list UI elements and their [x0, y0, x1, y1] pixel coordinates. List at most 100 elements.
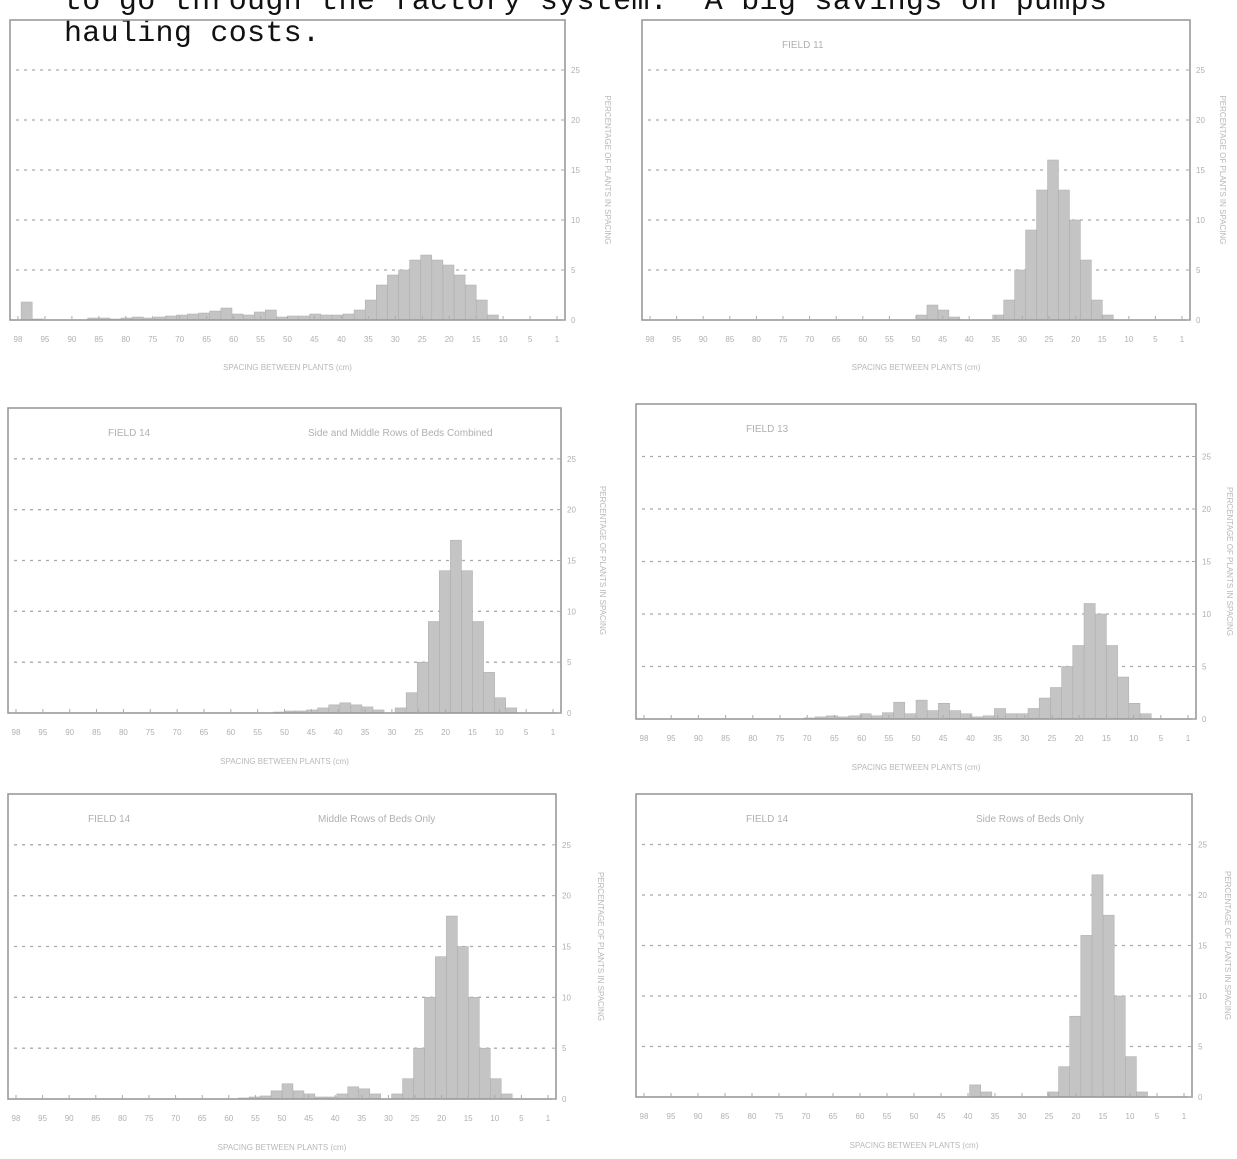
- x-tick-label: 60: [224, 1114, 233, 1123]
- histogram-panel-1: 0 5 10 15 20 25 98 95 90 85 80 75 70 65 60 55 50 45 40 35 30…: [0, 19, 620, 382]
- x-tick-label: 45: [304, 1114, 313, 1123]
- histogram-bar: [309, 313, 322, 321]
- y-tick-label: 15: [1202, 558, 1211, 567]
- x-tick-label: 60: [857, 734, 866, 743]
- y-tick-label: 0: [1198, 1093, 1203, 1102]
- y-axis-label: PERCENTAGE OF PLANTS IN SPACING: [596, 872, 605, 1021]
- histogram-bar: [489, 1078, 502, 1100]
- x-tick-label: 10: [1126, 1112, 1135, 1121]
- histogram-bar: [413, 1047, 425, 1100]
- y-axis-label: PERCENTAGE OF PLANTS IN SPACING: [1218, 95, 1227, 244]
- x-tick-label: 98: [12, 1114, 21, 1123]
- x-tick-label: 85: [91, 1114, 100, 1123]
- x-tick-label: 95: [38, 1114, 47, 1123]
- histogram-bar: [994, 708, 1006, 720]
- x-tick-label: 25: [1045, 335, 1054, 344]
- histogram-bar: [420, 254, 433, 321]
- x-tick-label: 85: [92, 728, 101, 737]
- y-tick-label: 0: [567, 709, 572, 718]
- histogram-bar: [387, 274, 399, 321]
- x-tick-label: 95: [38, 728, 47, 737]
- x-tick-label: 45: [307, 728, 316, 737]
- x-tick-label: 50: [278, 1114, 287, 1123]
- y-tick-label: 20: [567, 506, 576, 515]
- x-tick-label: 70: [805, 335, 814, 344]
- x-axis-label: SPACING BETWEEN PLANTS (cm): [220, 757, 349, 766]
- histogram-bar: [187, 313, 199, 321]
- histogram-panel-2: 0 5 10 15 20 25 98 95 90 85 80 75 70 65 60 55 50 45 40 35 30…: [620, 19, 1237, 382]
- y-tick-label: 0: [562, 1095, 567, 1104]
- x-tick-label: 35: [361, 728, 370, 737]
- x-tick-label: 75: [775, 1112, 784, 1121]
- histogram-bar: [461, 570, 473, 714]
- y-tick-label: 5: [1196, 266, 1201, 275]
- x-tick-label: 30: [391, 335, 400, 344]
- y-tick-label: 0: [1196, 316, 1201, 325]
- y-tick-label: 0: [1202, 715, 1207, 724]
- histogram-bar: [405, 692, 418, 714]
- x-tick-label: 15: [1102, 734, 1111, 743]
- x-axis-label: SPACING BETWEEN PLANTS (cm): [850, 1141, 979, 1150]
- y-tick-label: 5: [562, 1044, 567, 1053]
- x-tick-label: 70: [171, 1114, 180, 1123]
- histogram-bar: [1014, 269, 1026, 321]
- x-tick-label: 90: [699, 335, 708, 344]
- histogram-bar: [483, 672, 495, 714]
- y-tick-label: 15: [567, 557, 576, 566]
- histogram-bar: [926, 304, 939, 321]
- y-tick-label: 25: [567, 455, 576, 464]
- x-tick-label: 20: [445, 335, 454, 344]
- y-tick-label: 20: [562, 892, 571, 901]
- histogram-bar: [969, 1084, 981, 1098]
- x-tick-label: 80: [752, 335, 761, 344]
- histogram-bar: [1091, 874, 1104, 1098]
- y-tick-label: 25: [1196, 66, 1205, 75]
- histogram-bar: [915, 699, 928, 720]
- x-tick-label: 80: [748, 734, 757, 743]
- histogram-bar: [1058, 1066, 1070, 1098]
- x-tick-label: 10: [495, 728, 504, 737]
- text-line-2: hauling costs.: [64, 17, 321, 51]
- x-tick-label: 30: [1018, 335, 1027, 344]
- x-tick-label: 30: [384, 1114, 393, 1123]
- x-tick-label: 5: [528, 335, 533, 344]
- x-tick-label: 75: [145, 1114, 154, 1123]
- x-tick-label: 5: [524, 728, 529, 737]
- histogram-bar: [446, 915, 458, 1100]
- x-tick-label: 95: [667, 1112, 676, 1121]
- x-tick-label: 90: [67, 335, 76, 344]
- histogram-bar: [1058, 189, 1070, 321]
- x-tick-label: 98: [646, 335, 655, 344]
- histogram-bar: [1128, 703, 1141, 720]
- histogram-bar: [409, 259, 421, 321]
- x-tick-label: 65: [199, 728, 208, 737]
- x-tick-label: 15: [468, 728, 477, 737]
- x-tick-label: 30: [387, 728, 396, 737]
- x-tick-label: 1: [1186, 734, 1191, 743]
- y-tick-label: 5: [1198, 1043, 1203, 1052]
- x-tick-label: 20: [437, 1114, 446, 1123]
- x-tick-label: 30: [1018, 1112, 1027, 1121]
- x-tick-label: 50: [912, 734, 921, 743]
- y-tick-label: 10: [1198, 992, 1207, 1001]
- y-tick-label: 5: [1202, 663, 1207, 672]
- y-axis-label: PERCENTAGE OF PLANTS IN SPACING: [603, 95, 612, 244]
- x-tick-label: 55: [885, 335, 894, 344]
- histogram-bar: [358, 1088, 370, 1100]
- x-tick-label: 80: [119, 728, 128, 737]
- x-tick-label: 40: [966, 734, 975, 743]
- x-tick-label: 95: [40, 335, 49, 344]
- y-tick-label: 5: [571, 266, 576, 275]
- y-tick-label: 20: [1196, 116, 1205, 125]
- x-tick-label: 15: [1098, 335, 1107, 344]
- histogram-bar: [1102, 914, 1115, 1098]
- x-tick-label: 10: [499, 335, 508, 344]
- x-tick-label: 90: [694, 1112, 703, 1121]
- x-tick-label: 5: [1153, 335, 1158, 344]
- x-tick-label: 25: [418, 335, 427, 344]
- panel-title: FIELD 14: [88, 814, 131, 825]
- x-tick-label: 98: [12, 728, 21, 737]
- y-axis-label: PERCENTAGE OF PLANTS IN SPACING: [598, 486, 607, 635]
